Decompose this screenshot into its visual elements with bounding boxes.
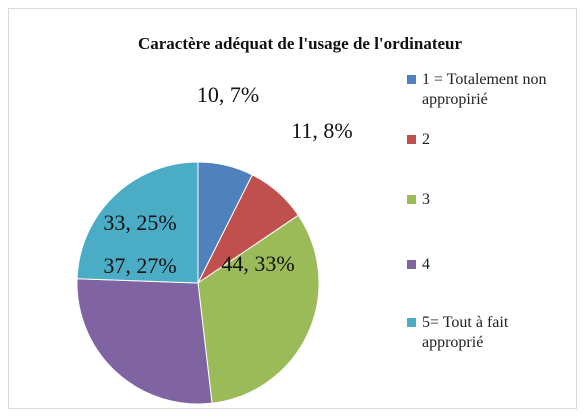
legend-item: 5= Tout à fait approprié (407, 313, 572, 353)
legend-swatch (407, 195, 416, 204)
data-label: 10, 7% (197, 82, 259, 107)
pie-slice (197, 214, 320, 404)
data-label: 33, 25% (103, 210, 176, 235)
legend-item: 2 (407, 130, 572, 150)
legend-label: 2 (422, 131, 430, 148)
legend-label: 1 = Totalement non appropirié (422, 71, 547, 108)
legend-swatch (407, 260, 416, 269)
legend-swatch (407, 318, 416, 327)
legend-item: 1 = Totalement non appropirié (407, 70, 572, 110)
legend-label: 5= Tout à fait approprié (422, 314, 509, 351)
data-label: 11, 8% (291, 118, 353, 143)
legend-swatch (407, 75, 416, 84)
legend-item: 4 (407, 255, 572, 275)
chart-title: Caractère adéquat de l'usage de l'ordina… (138, 34, 463, 53)
chart-frame (8, 8, 577, 409)
data-label: 44, 33% (221, 251, 294, 276)
data-label: 37, 27% (103, 253, 176, 278)
legend-label: 4 (422, 256, 430, 273)
legend-swatch (407, 135, 416, 144)
pie-slice (76, 161, 199, 284)
pie-slice (76, 278, 213, 405)
legend-item: 3 (407, 190, 572, 210)
legend-label: 3 (422, 191, 430, 208)
